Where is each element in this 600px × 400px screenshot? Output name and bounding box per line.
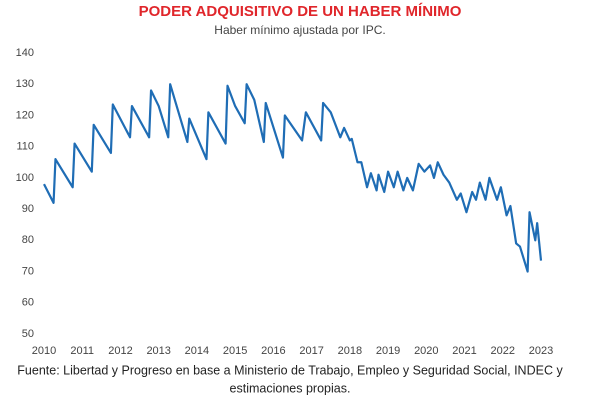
source-note: Fuente: Libertad y Progreso en base a Mi… [17, 363, 563, 377]
x-tick-label: 2022 [491, 345, 515, 357]
x-tick-label: 2010 [32, 345, 56, 357]
y-tick-label: 110 [16, 141, 34, 153]
x-tick-label: 2017 [299, 345, 323, 357]
x-tick-label: 2013 [146, 345, 170, 357]
chart-subtitle: Haber mínimo ajustada por IPC. [214, 23, 385, 37]
y-tick-label: 50 [22, 328, 34, 340]
x-tick-label: 2012 [108, 345, 132, 357]
y-tick-label: 80 [22, 234, 34, 246]
y-tick-label: 100 [16, 172, 34, 184]
x-tick-label: 2014 [185, 345, 209, 357]
x-tick-label: 2011 [70, 345, 94, 357]
y-tick-label: 140 [16, 47, 34, 59]
y-tick-label: 70 [22, 265, 34, 277]
x-tick-label: 2023 [529, 345, 553, 357]
x-tick-label: 2021 [452, 345, 476, 357]
source-note: estimaciones propias. [230, 381, 351, 395]
y-tick-label: 60 [22, 297, 34, 309]
x-tick-label: 2020 [414, 345, 438, 357]
y-tick-label: 130 [16, 78, 34, 90]
y-tick-label: 90 [22, 203, 34, 215]
x-tick-label: 2016 [261, 345, 285, 357]
chart-title: PODER ADQUISITIVO DE UN HABER MÍNIMO [139, 3, 462, 20]
x-tick-label: 2015 [223, 345, 247, 357]
x-tick-label: 2018 [338, 345, 362, 357]
x-tick-label: 2019 [376, 345, 400, 357]
data-line [43, 83, 543, 273]
y-tick-label: 120 [16, 109, 34, 121]
